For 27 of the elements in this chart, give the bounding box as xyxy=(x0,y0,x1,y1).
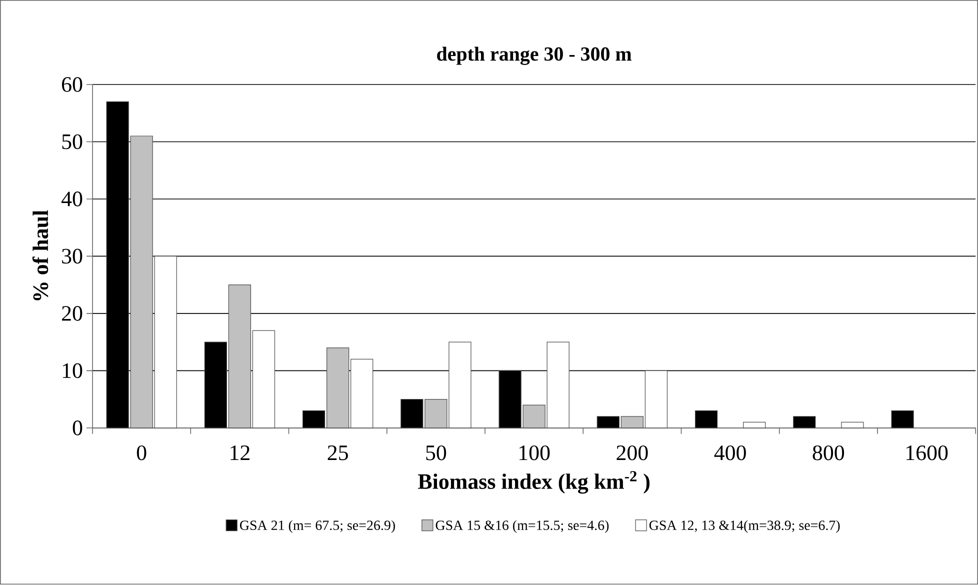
y-tick-label: 20 xyxy=(62,306,82,322)
y-tick-label: 10 xyxy=(62,364,82,378)
bar xyxy=(891,410,914,428)
bar xyxy=(743,422,766,428)
x-tick-label: 50 xyxy=(426,446,446,461)
y-axis-title: % of haul xyxy=(32,210,48,301)
x-tick-label: 200 xyxy=(616,446,648,461)
legend-label: GSA 12, 13 &14(m=38.9; se=6.7) xyxy=(649,520,840,534)
bar xyxy=(841,422,864,428)
x-tick-label: 25 xyxy=(328,446,348,460)
x-tick-label: 400 xyxy=(714,446,746,461)
bar xyxy=(694,410,718,428)
x-tick-label: 100 xyxy=(520,446,550,461)
x-tick-label: 12 xyxy=(230,446,250,460)
y-tick-label: 30 xyxy=(62,249,82,264)
chart-title: depth range 30 - 300 m xyxy=(437,46,632,66)
x-axis-title: Biomass index (kg km$^{-2}$ ) xyxy=(418,471,650,494)
y-tick-label: 50 xyxy=(62,134,82,150)
bar xyxy=(793,416,816,428)
y-tick-label: 0 xyxy=(72,420,82,436)
x-tick-label: 800 xyxy=(812,446,844,461)
y-tick-label: 60 xyxy=(62,77,82,92)
y-tick-label: 40 xyxy=(61,192,82,207)
x-tick-label: 1600 xyxy=(906,446,948,461)
legend-label: GSA 15 &16 (m=15.5; se=4.6) xyxy=(436,520,609,534)
x-tick-label: 0 xyxy=(136,446,146,461)
legend-label: GSA 21 (m= 67.5; se=26.9) xyxy=(240,520,395,534)
